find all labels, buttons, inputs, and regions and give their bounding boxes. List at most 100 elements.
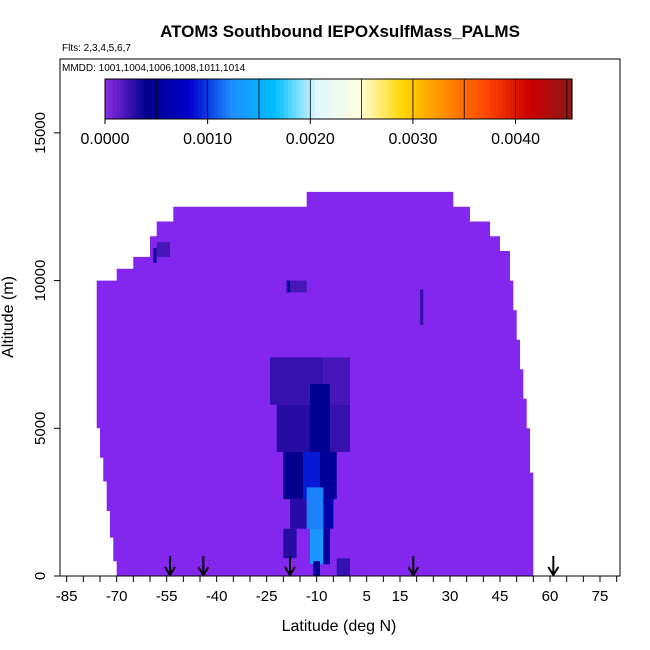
colorbar-segment [400, 79, 406, 119]
colorbar-tick-label: 0.0020 [286, 131, 335, 148]
colorbar-segment [540, 79, 546, 119]
colorbar-segment [155, 79, 161, 119]
colorbar-segment [326, 79, 332, 119]
colorbar-segment [478, 79, 484, 119]
colorbar-segment [210, 79, 215, 119]
y-tick-label: 5000 [32, 412, 49, 445]
colorbar-segment [346, 79, 351, 119]
heatmap-cell [320, 451, 337, 500]
colorbar-segment [268, 79, 273, 119]
colorbar-tick-label: 0.0010 [183, 131, 232, 148]
colorbar-segment [186, 79, 192, 119]
heatmap-cell [283, 528, 297, 559]
flight-arrow [547, 556, 560, 577]
heatmap-cell [420, 289, 424, 325]
heatmap-cell [283, 451, 304, 500]
colorbar-segment [295, 79, 301, 119]
colorbar-segment [322, 79, 328, 119]
colorbar-segment [525, 79, 530, 119]
colorbar-segment [151, 79, 157, 119]
colorbar-segment [245, 79, 250, 119]
colorbar-segment [241, 79, 246, 119]
colorbar-segment [319, 79, 324, 119]
colorbar-segment [190, 79, 196, 119]
colorbar-segment [163, 79, 168, 119]
colorbar-segment [291, 79, 297, 119]
colorbar-segment [517, 79, 523, 119]
colorbar-segment [229, 79, 235, 119]
heatmap-cell [323, 499, 334, 529]
colorbar-segment [311, 79, 316, 119]
colorbar-segment [509, 79, 515, 119]
heatmap-cell [306, 487, 324, 529]
colorbar-segment [140, 79, 145, 119]
colorbar-segment [143, 79, 149, 119]
colorbar-segment [303, 79, 308, 119]
colorbar-segment [455, 79, 460, 119]
colorbar-segment [373, 79, 379, 119]
colorbar-segment [108, 79, 114, 119]
colorbar-segment [548, 79, 554, 119]
x-tick-label: 5 [362, 588, 370, 605]
colorbar-segment [132, 79, 137, 119]
colorbar-segment [307, 79, 312, 119]
colorbar: 0.0000 0.0010 0.0020 0.0030 0.0040 [81, 78, 573, 148]
colorbar-segment [315, 79, 320, 119]
heatmap-cell [276, 404, 310, 452]
colorbar-segment [556, 79, 561, 119]
axes: -85 -70 -55 -40 -25 -10 5 15 30 45 60 75 0 5000 10000 1… [32, 112, 618, 605]
colorbar-segment [385, 79, 390, 119]
colorbar-segment [264, 79, 270, 119]
colorbar-segment [198, 79, 203, 119]
colorbar-segment [334, 79, 340, 119]
colorbar-segment [466, 79, 472, 119]
colorbar-segment [536, 79, 542, 119]
colorbar-segment [408, 79, 414, 119]
chart-title: ATOM3 Southbound IEPOXsulfMass_PALMS [160, 22, 520, 41]
colorbar-segment [248, 79, 254, 119]
colorbar-segment [392, 79, 398, 119]
colorbar-segment [564, 79, 569, 119]
colorbar-segment [233, 79, 238, 119]
heatmap-cell [336, 558, 350, 576]
colorbar-segment [225, 79, 231, 119]
heatmap-cell [310, 528, 324, 565]
x-tick-label: -10 [306, 588, 328, 605]
colorbar-segment [260, 79, 266, 119]
colorbar-segment [498, 79, 503, 119]
colorbar-segment [490, 79, 495, 119]
colorbar-segment [404, 79, 410, 119]
colorbar-segment [194, 79, 199, 119]
colorbar-segment [120, 79, 126, 119]
colorbar-segment [178, 79, 184, 119]
colorbar-segment [416, 79, 421, 119]
y-tick-label: 15000 [32, 112, 49, 154]
x-axis-label: Latitude (deg N) [282, 618, 397, 635]
colorbar-segment [213, 79, 219, 119]
colorbar-segment [272, 79, 277, 119]
colorbar-segment [147, 79, 153, 119]
colorbar-frame [104, 78, 573, 120]
colorbar-segment [365, 79, 371, 119]
colorbar-segment [377, 79, 382, 119]
colorbar-segment [459, 79, 464, 119]
colorbar-segment [252, 79, 258, 119]
colorbar-segment [443, 79, 449, 119]
heatmap-cell [286, 280, 290, 293]
y-tick-label: 10000 [32, 260, 49, 302]
plot-frame [59, 58, 621, 577]
colorbar-segment [568, 79, 573, 119]
colorbar-segment [299, 79, 305, 119]
colorbar-segment [280, 79, 285, 119]
heatmap-cell [330, 404, 350, 452]
heatmap-cell [310, 384, 330, 452]
colorbar-segment [202, 79, 207, 119]
flight-arrow [284, 556, 296, 577]
colorbar-tick-label: 0.0030 [388, 131, 437, 148]
colorbar-segment [136, 79, 141, 119]
colorbar-segment [124, 79, 129, 119]
colorbar-segment [501, 79, 507, 119]
colorbar-segment [521, 79, 526, 119]
colorbar-segment [171, 79, 176, 119]
